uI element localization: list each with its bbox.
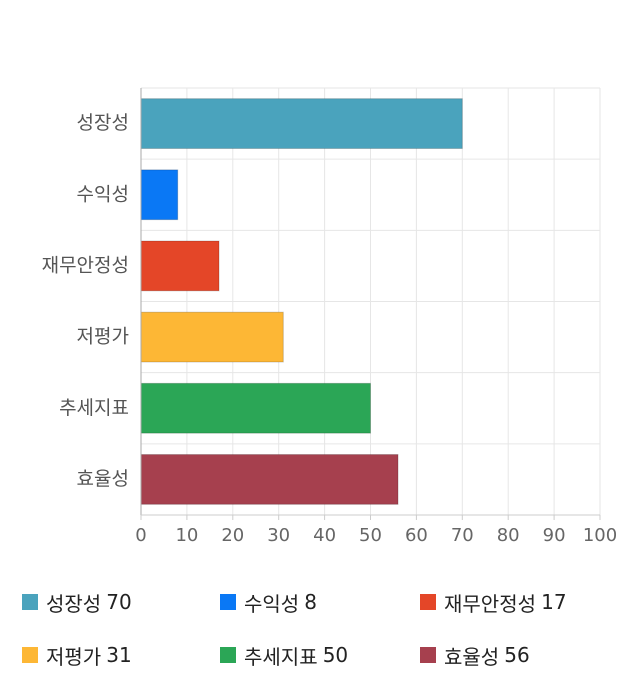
bar[interactable] <box>140 454 399 505</box>
legend-value: 8 <box>304 590 318 614</box>
grid <box>141 87 601 516</box>
x-tick-label: 40 <box>313 525 336 546</box>
legend-swatch <box>220 647 236 663</box>
x-tick-label: 70 <box>451 525 474 546</box>
legend-swatch <box>420 647 436 663</box>
legend-item-trend: 추세지표 50 <box>220 641 348 669</box>
legend-label: 효율성 <box>444 644 500 669</box>
legend-label: 성장성 <box>46 591 102 616</box>
legend-swatch <box>22 647 38 663</box>
x-tick-label: 100 <box>583 525 617 546</box>
legend: 성장성 70 수익성 8 재무안정성 17 저평가 31 추세지표 50 효율성… <box>0 585 640 685</box>
x-tick-label: 10 <box>175 525 198 546</box>
category-label: 저평가 <box>77 326 129 348</box>
legend-swatch <box>420 594 436 610</box>
bars <box>140 98 463 505</box>
legend-value: 50 <box>322 643 349 667</box>
x-tick-label: 0 <box>135 525 146 546</box>
bar[interactable] <box>140 240 220 292</box>
x-tick-label: 50 <box>359 525 382 546</box>
legend-label: 재무안정성 <box>444 591 536 616</box>
x-tick-label: 30 <box>267 525 290 546</box>
legend-value: 31 <box>106 643 132 667</box>
legend-label: 수익성 <box>244 591 300 616</box>
category-label: 재무안정성 <box>42 254 129 276</box>
legend-item-profitability: 수익성 8 <box>220 588 317 616</box>
x-tick-label: 60 <box>405 525 428 546</box>
legend-value: 17 <box>541 590 567 614</box>
legend-label: 추세지표 <box>244 644 318 669</box>
legend-item-undervalued: 저평가 31 <box>22 641 132 669</box>
legend-label: 저평가 <box>46 644 102 669</box>
legend-item-growth: 성장성 70 <box>22 588 132 616</box>
bar[interactable] <box>140 311 284 363</box>
category-label: 수익성 <box>77 183 129 205</box>
x-tick-label: 20 <box>221 525 244 546</box>
legend-value: 70 <box>106 590 132 614</box>
bar[interactable] <box>140 98 463 149</box>
legend-swatch <box>220 594 236 610</box>
legend-swatch <box>22 594 38 610</box>
legend-item-efficiency: 효율성 56 <box>420 641 530 669</box>
legend-value: 56 <box>504 643 530 667</box>
category-label: 추세지표 <box>59 397 129 419</box>
bar[interactable] <box>140 169 179 221</box>
x-tick-label: 90 <box>543 525 566 546</box>
category-label: 성장성 <box>77 112 129 134</box>
legend-item-stability: 재무안정성 17 <box>420 588 567 616</box>
x-tick-label: 80 <box>497 525 520 546</box>
bar[interactable] <box>140 382 371 434</box>
category-label: 효율성 <box>77 468 129 490</box>
